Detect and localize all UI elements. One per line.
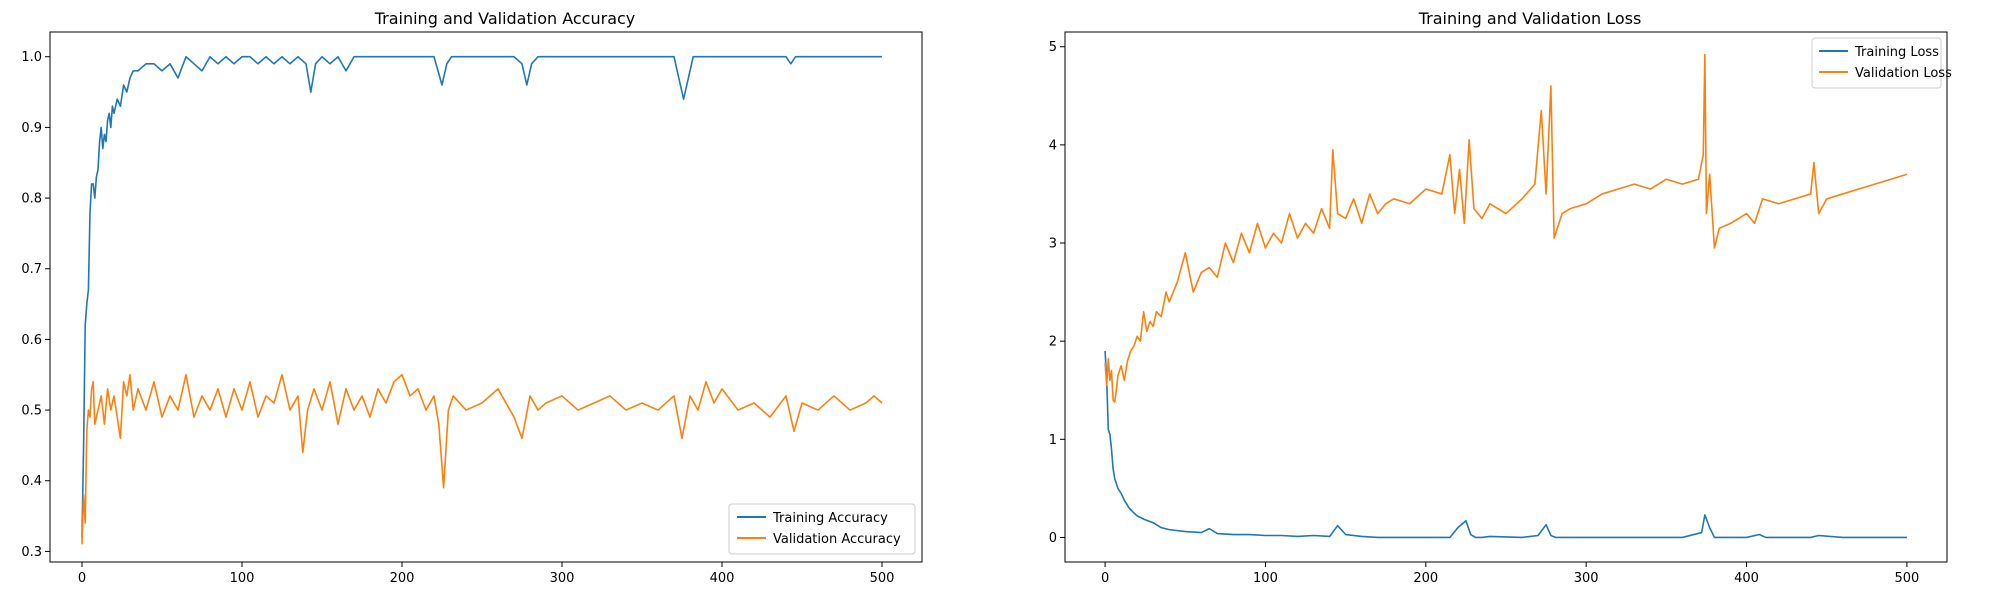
- accuracy-x-tick-label: 100: [230, 571, 255, 586]
- accuracy-x-tick-label: 0: [78, 571, 86, 586]
- loss-y-tick-label: 2: [1049, 335, 1057, 350]
- loss-x-tick-label: 100: [1253, 571, 1278, 586]
- loss-x-tick-label: 500: [1894, 571, 1919, 586]
- loss-series-line-0: [1104, 350, 1907, 539]
- loss-x-tick-label: 200: [1413, 571, 1438, 586]
- accuracy-chart-title: Training and Validation Accuracy: [374, 9, 636, 28]
- loss-ticks-layer: 0 100 200 300 400 500 0 1 2 3 4 5: [1049, 40, 1920, 586]
- accuracy-y-tick-label: 0.4: [21, 474, 42, 489]
- loss-x-tick-label: 400: [1734, 571, 1759, 586]
- accuracy-y-tick-label: 0.3: [21, 545, 42, 560]
- accuracy-y-tick-label: 0.7: [21, 262, 42, 277]
- loss-legend-label-training: Training Loss: [1854, 45, 1939, 60]
- loss-plot-frame: [1064, 31, 1948, 563]
- loss-chart-title: Training and Validation Loss: [1418, 9, 1642, 28]
- loss-y-tick-label: 4: [1049, 138, 1057, 153]
- accuracy-legend-label-training: Training Accuracy: [772, 511, 888, 526]
- loss-chart: Training and Validation Loss 0 100 200 300 4…: [1049, 9, 1952, 586]
- accuracy-x-tick-label: 500: [870, 571, 895, 586]
- accuracy-chart: Training and Validation Accuracy 0 100 200…: [21, 9, 923, 586]
- accuracy-series-layer: [81, 55, 883, 545]
- accuracy-y-tick-label: 1.0: [21, 50, 42, 65]
- accuracy-series-line-1: [81, 373, 883, 545]
- accuracy-ticks-layer: 0 100 200 300 400 500 0.3 0.4 0.5 0.6 0.7 0.8 0.9 1.0: [21, 50, 894, 586]
- accuracy-y-tick-label: 0.8: [21, 192, 42, 207]
- accuracy-x-tick-label: 400: [710, 571, 735, 586]
- accuracy-series-line-0: [81, 55, 882, 538]
- loss-x-tick-label: 0: [1101, 571, 1109, 586]
- loss-y-tick-label: 1: [1049, 433, 1057, 448]
- loss-y-tick-label: 3: [1049, 237, 1057, 252]
- accuracy-y-tick-label: 0.9: [21, 121, 42, 136]
- loss-y-tick-label: 5: [1049, 40, 1057, 55]
- accuracy-legend-box: [728, 503, 916, 555]
- loss-legend-label-validation: Validation Loss: [1855, 66, 1952, 81]
- accuracy-legend-label-validation: Validation Accuracy: [773, 532, 901, 547]
- loss-y-tick-label: 0: [1049, 531, 1057, 546]
- loss-series-line-1: [1104, 53, 1908, 403]
- accuracy-x-tick-label: 200: [390, 571, 415, 586]
- loss-x-tick-label: 300: [1574, 571, 1599, 586]
- accuracy-x-tick-label: 300: [550, 571, 575, 586]
- loss-legend: Training Loss Validation Loss: [1811, 37, 1952, 89]
- accuracy-plot-frame: [49, 31, 923, 563]
- loss-series-layer: [1104, 53, 1908, 539]
- accuracy-y-tick-label: 0.6: [21, 333, 42, 348]
- accuracy-y-tick-label: 0.5: [21, 404, 42, 419]
- accuracy-legend: Training Accuracy Validation Accuracy: [728, 503, 916, 555]
